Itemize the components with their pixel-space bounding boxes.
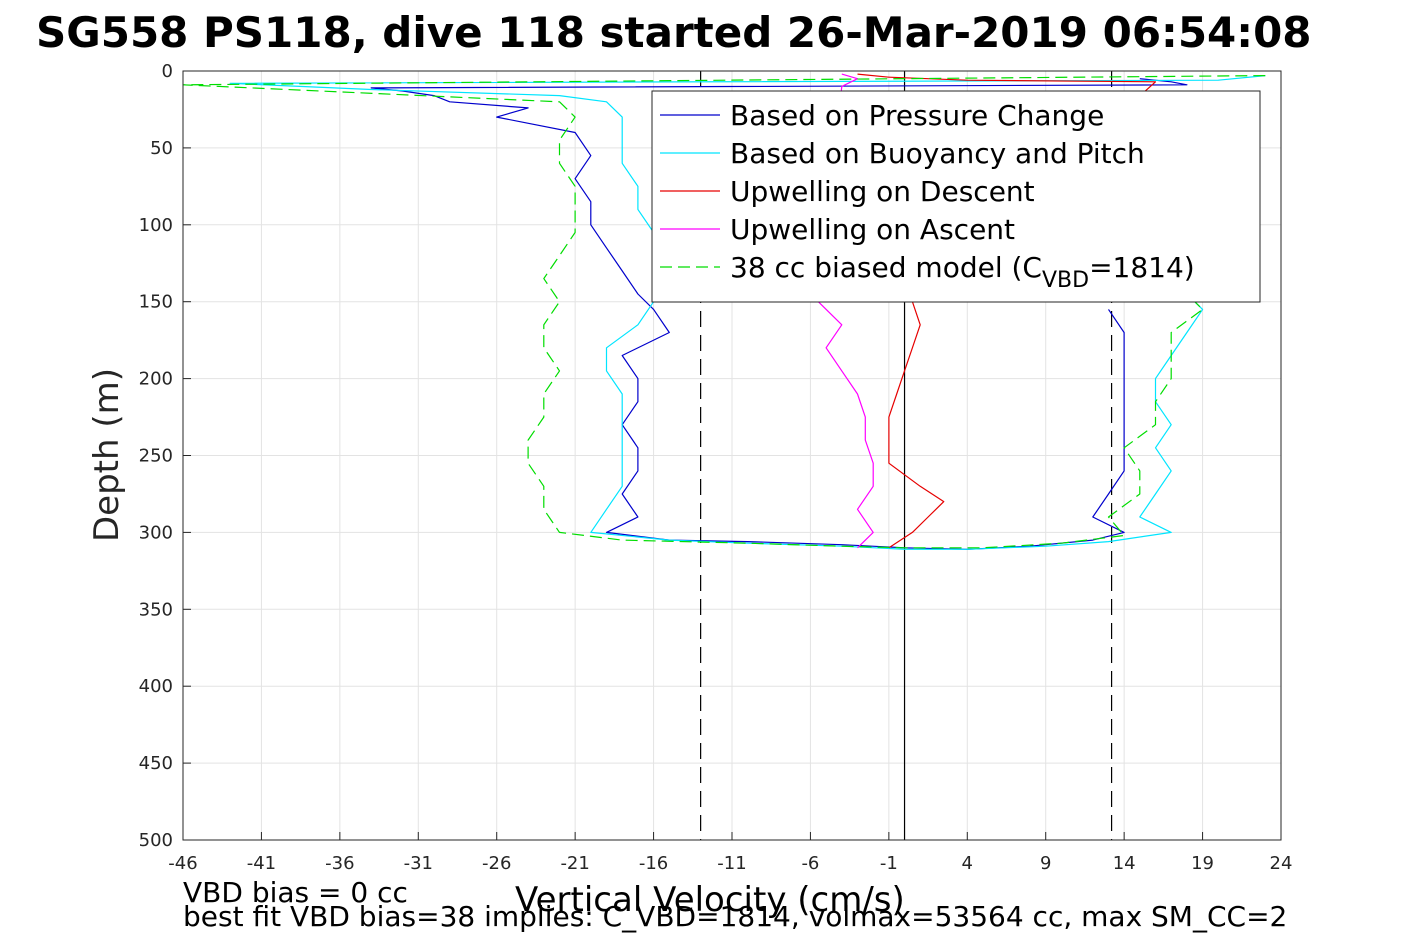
y-tick-label: 400 — [139, 676, 173, 697]
x-tick-label: -1 — [880, 853, 898, 874]
footer-line-1: VBD bias = 0 cc — [183, 876, 408, 909]
x-tick-label: -26 — [482, 853, 511, 874]
legend-label-1: Based on Pressure Change — [730, 99, 1104, 132]
x-tick-label: 24 — [1270, 853, 1293, 874]
y-tick-label: 300 — [139, 522, 173, 543]
y-tick-label: 100 — [139, 215, 173, 236]
x-tick-label: -41 — [247, 853, 276, 874]
y-tick-label: 500 — [139, 830, 173, 851]
x-tick-label: 14 — [1113, 853, 1136, 874]
y-tick-label: 50 — [150, 138, 173, 159]
x-tick-label: -31 — [404, 853, 433, 874]
legend-box — [651, 90, 1261, 303]
series-line-5 — [182, 75, 1266, 549]
series-line-1 — [370, 78, 1188, 550]
chart-title: SG558 PS118, dive 118 started 26-Mar-201… — [36, 8, 1312, 57]
legend-label-3: Upwelling on Descent — [730, 175, 1035, 208]
y-tick-label: 250 — [139, 446, 173, 467]
series-line-3 — [857, 73, 1157, 549]
x-tick-label: -36 — [325, 853, 354, 874]
y-tick-label: 350 — [139, 599, 173, 620]
legend-label-4: Upwelling on Ascent — [730, 213, 1015, 246]
x-tick-label: -11 — [717, 853, 746, 874]
footer-line-2: best fit VBD bias=38 implies: C_VBD=1814… — [183, 900, 1288, 933]
y-tick-label: 150 — [139, 292, 173, 313]
x-tick-label: -6 — [801, 853, 819, 874]
series-lines — [182, 73, 1266, 550]
y-tick-label: 200 — [139, 369, 173, 390]
x-tick-label: 4 — [962, 853, 973, 874]
y-axis-label: Depth (m) — [87, 368, 127, 542]
axis-ticks: -46 -41 -36 -31 -26 -21 -16 -11 -6 -1 4 9 14 19 24 0 50 1… — [139, 61, 1293, 874]
x-tick-label: -16 — [639, 853, 668, 874]
y-tick-label: 0 — [162, 61, 173, 82]
x-tick-label: 9 — [1040, 853, 1051, 874]
x-tick-label: 19 — [1191, 853, 1214, 874]
x-tick-label: -21 — [560, 853, 589, 874]
y-tick-label: 450 — [139, 753, 173, 774]
legend-label-2: Based on Buoyancy and Pitch — [730, 137, 1145, 170]
legend: Based on Pressure Change Based on Buoyanc… — [651, 90, 1261, 303]
series-line-2 — [229, 75, 1266, 550]
x-axis-label: Vertical Velocity (cm/s) — [515, 880, 905, 920]
x-tick-label: -46 — [168, 853, 197, 874]
